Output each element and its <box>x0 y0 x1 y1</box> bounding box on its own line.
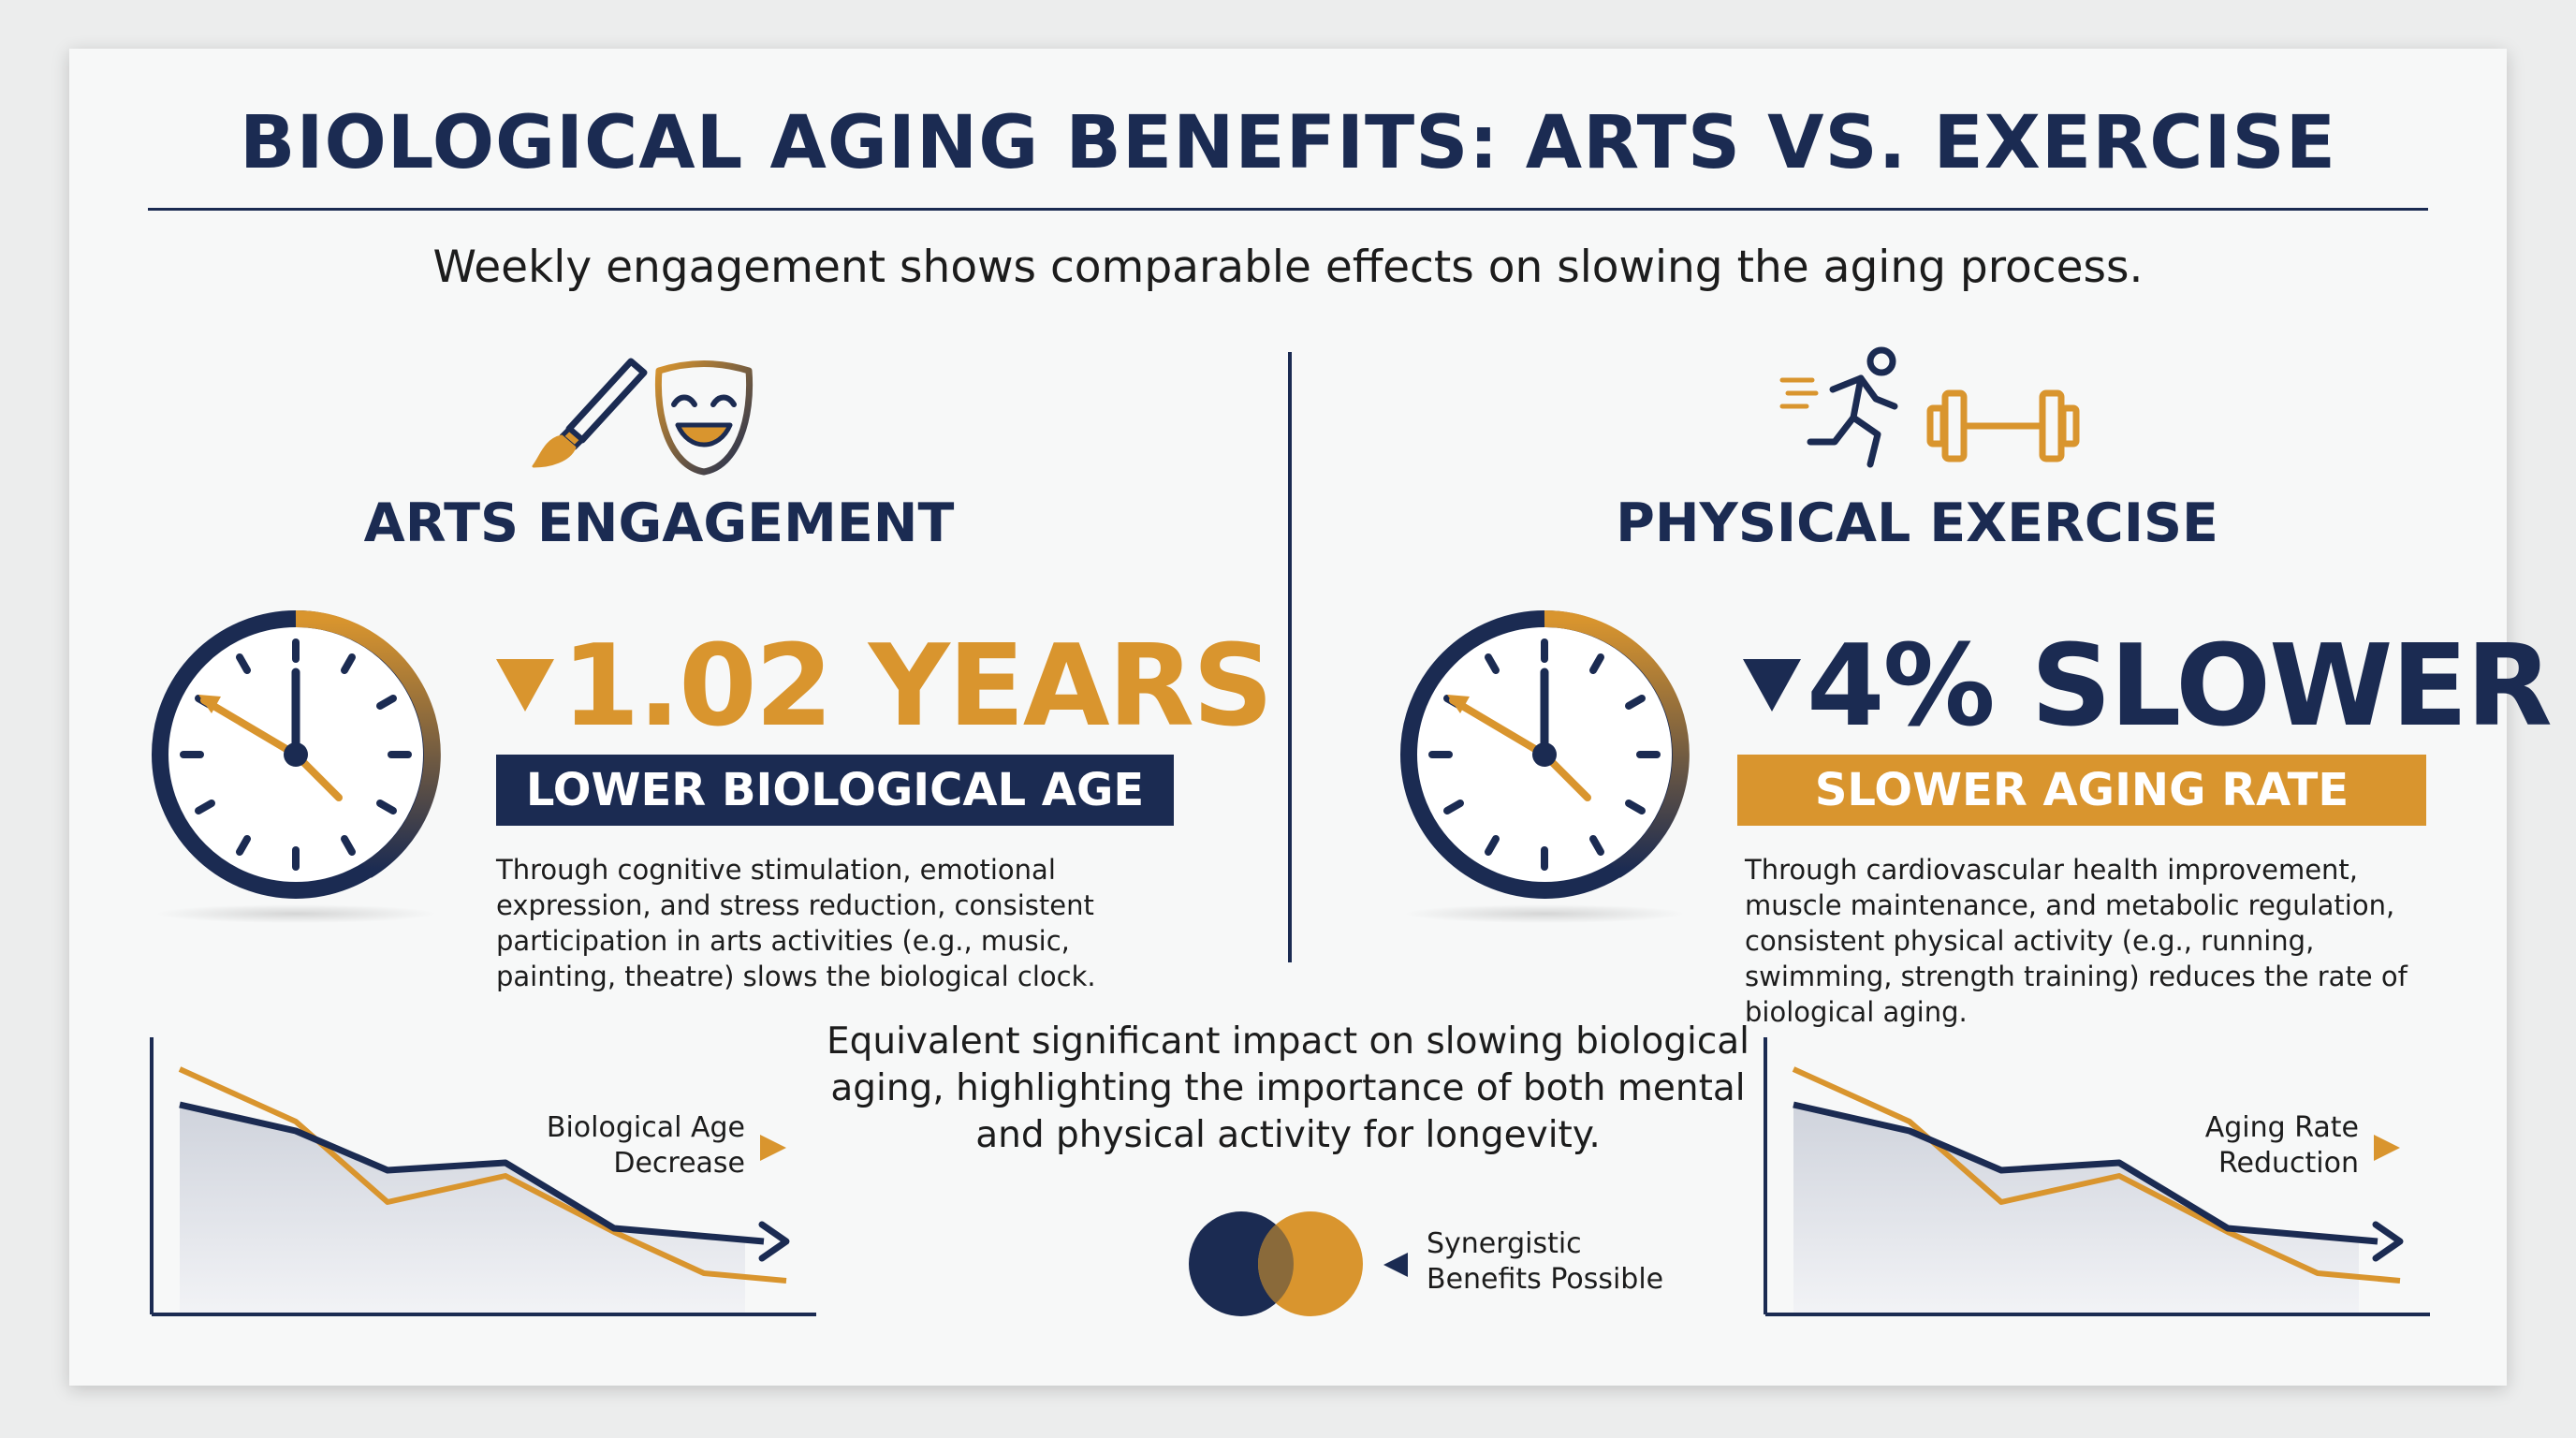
exercise-trend-chart <box>1764 1037 2430 1316</box>
exercise-chart-label: Aging Rate Reduction <box>2110 1110 2359 1181</box>
arts-chart-label-line1: Biological Age <box>546 1111 745 1144</box>
page-title: BIOLOGICAL AGING BENEFITS: ARTS VS. EXER… <box>240 101 2336 185</box>
arts-stat: 1.02 YEARS <box>562 622 1273 752</box>
exercise-gold-series-line <box>1792 1066 2401 1284</box>
synergy-label: Synergistic Benefits Possible <box>1427 1226 1663 1298</box>
running-person-icon <box>1779 346 1898 468</box>
arts-chart-label-line2: Decrease <box>613 1147 745 1180</box>
exercise-clock-icon <box>1400 609 1690 923</box>
page-subtitle: Weekly engagement shows comparable effec… <box>432 242 2144 293</box>
dumbbell-icon <box>1926 389 2080 462</box>
exercise-chart-pointer-icon <box>2374 1135 2400 1161</box>
arts-chart-pointer-icon <box>760 1135 786 1161</box>
title-divider <box>148 208 2428 211</box>
arts-down-triangle-icon <box>496 659 554 712</box>
conclusion-text: Equivalent significant impact on slowing… <box>826 1020 1750 1156</box>
exercise-chart-label-line1: Aging Rate <box>2204 1111 2359 1144</box>
synergy-venn-icon <box>1189 1211 1363 1316</box>
exercise-chart-label-line2: Reduction <box>2218 1147 2359 1180</box>
exercise-stat-band: SLOWER AGING RATE <box>1737 755 2426 826</box>
arts-trend-chart <box>150 1037 816 1316</box>
arts-description: Through cognitive stimulation, emotional… <box>496 854 1096 992</box>
arts-gold-series-line <box>178 1066 787 1284</box>
synergy-pointer-icon <box>1383 1253 1408 1277</box>
theatre-mask-icon <box>654 360 754 476</box>
arts-heading: ARTS ENGAGEMENT <box>363 492 955 554</box>
arts-stat-band: LOWER BIOLOGICAL AGE <box>496 755 1174 826</box>
arts-chart-label: Biological Age Decrease <box>496 1110 745 1181</box>
paintbrush-icon <box>532 358 648 468</box>
exercise-stat: 4% SLOWER <box>1807 622 2553 752</box>
arts-clock-icon <box>152 609 441 923</box>
exercise-description: Through cardiovascular health improvemen… <box>1745 854 2408 1028</box>
synergy-label-line2: Benefits Possible <box>1427 1263 1664 1296</box>
exercise-down-triangle-icon <box>1743 659 1801 712</box>
exercise-navy-series-line <box>1793 1101 2378 1245</box>
arts-navy-series-line <box>179 1101 765 1245</box>
center-divider <box>1288 352 1292 962</box>
synergy-label-line1: Synergistic <box>1427 1227 1582 1260</box>
exercise-heading: PHYSICAL EXERCISE <box>1616 492 2218 554</box>
